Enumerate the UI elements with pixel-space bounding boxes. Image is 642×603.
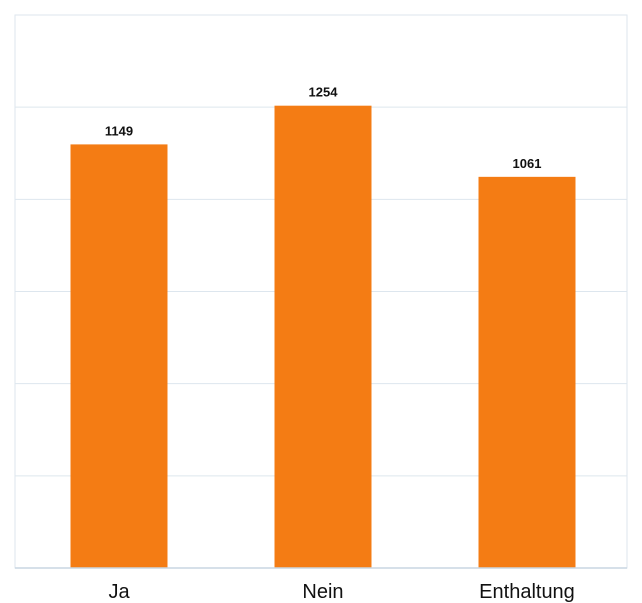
- bar-enthaltung: [478, 176, 576, 568]
- data-label-enthaltung: 1061: [513, 156, 542, 171]
- data-label-nein: 1254: [309, 85, 339, 100]
- category-label-enthaltung: Enthaltung: [479, 581, 575, 603]
- bars: [70, 105, 576, 569]
- data-label-ja: 1149: [105, 123, 133, 138]
- data-labels: 1149 1254 1061: [105, 85, 542, 171]
- category-labels: Ja Nein Enthaltung: [108, 581, 574, 603]
- bar-nein: [274, 105, 372, 568]
- bar-ja: [70, 144, 168, 569]
- category-label-nein: Nein: [302, 581, 343, 603]
- category-label-ja: Ja: [108, 581, 130, 603]
